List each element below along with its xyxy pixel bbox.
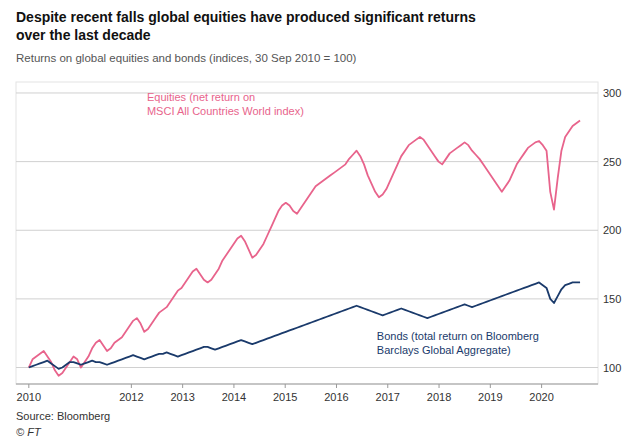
x-tick [131,384,132,388]
title: Despite recent falls global equities hav… [16,9,476,25]
copyright: © FT [16,426,42,438]
x-tick-label: 2015 [273,391,297,403]
x-tick-label: 2020 [529,391,553,403]
x-tick-label: 2018 [427,391,451,403]
grid-line [16,92,598,93]
series-line [29,120,580,375]
chart: Despite recent falls global equities hav… [0,0,640,445]
x-axis-line [16,384,598,385]
grid-line [16,161,598,162]
series-label: Equities (net return on [147,91,255,103]
x-tick [336,384,337,388]
x-tick-label: 2010 [17,391,41,403]
y-tick-label: 150 [603,293,621,305]
x-tick [28,384,29,388]
x-tick [490,384,491,388]
x-tick-label: 2013 [170,391,194,403]
series-label: MSCI All Countries World index) [147,105,304,117]
grid-line [16,298,598,299]
y-tick-label: 200 [603,224,621,236]
grid-line [16,230,598,231]
plot-frame [16,82,598,384]
y-tick-label: 250 [603,156,621,168]
x-tick [285,384,286,388]
grid-line [16,367,598,368]
x-tick-label: 2014 [222,391,246,403]
source: Source: Bloomberg [16,410,110,422]
x-tick-label: 2017 [376,391,400,403]
x-tick-label: 2016 [324,391,348,403]
x-tick [233,384,234,388]
series-line [29,282,580,368]
title: over the last decade [16,27,151,43]
x-tick-label: 2019 [478,391,502,403]
x-tick [182,384,183,388]
grid [16,93,598,368]
y-tick-label: 100 [603,362,621,374]
x-tick [439,384,440,388]
x-tick [387,384,388,388]
series-label: Barclays Global Aggregate) [377,344,511,356]
x-tick-label: 2012 [119,391,143,403]
subtitle: Returns on global equities and bonds (in… [16,52,357,64]
series-label: Bonds (total return on Bloomberg [377,330,539,342]
lines [29,120,580,375]
x-tick [541,384,542,388]
y-tick-label: 300 [603,87,621,99]
